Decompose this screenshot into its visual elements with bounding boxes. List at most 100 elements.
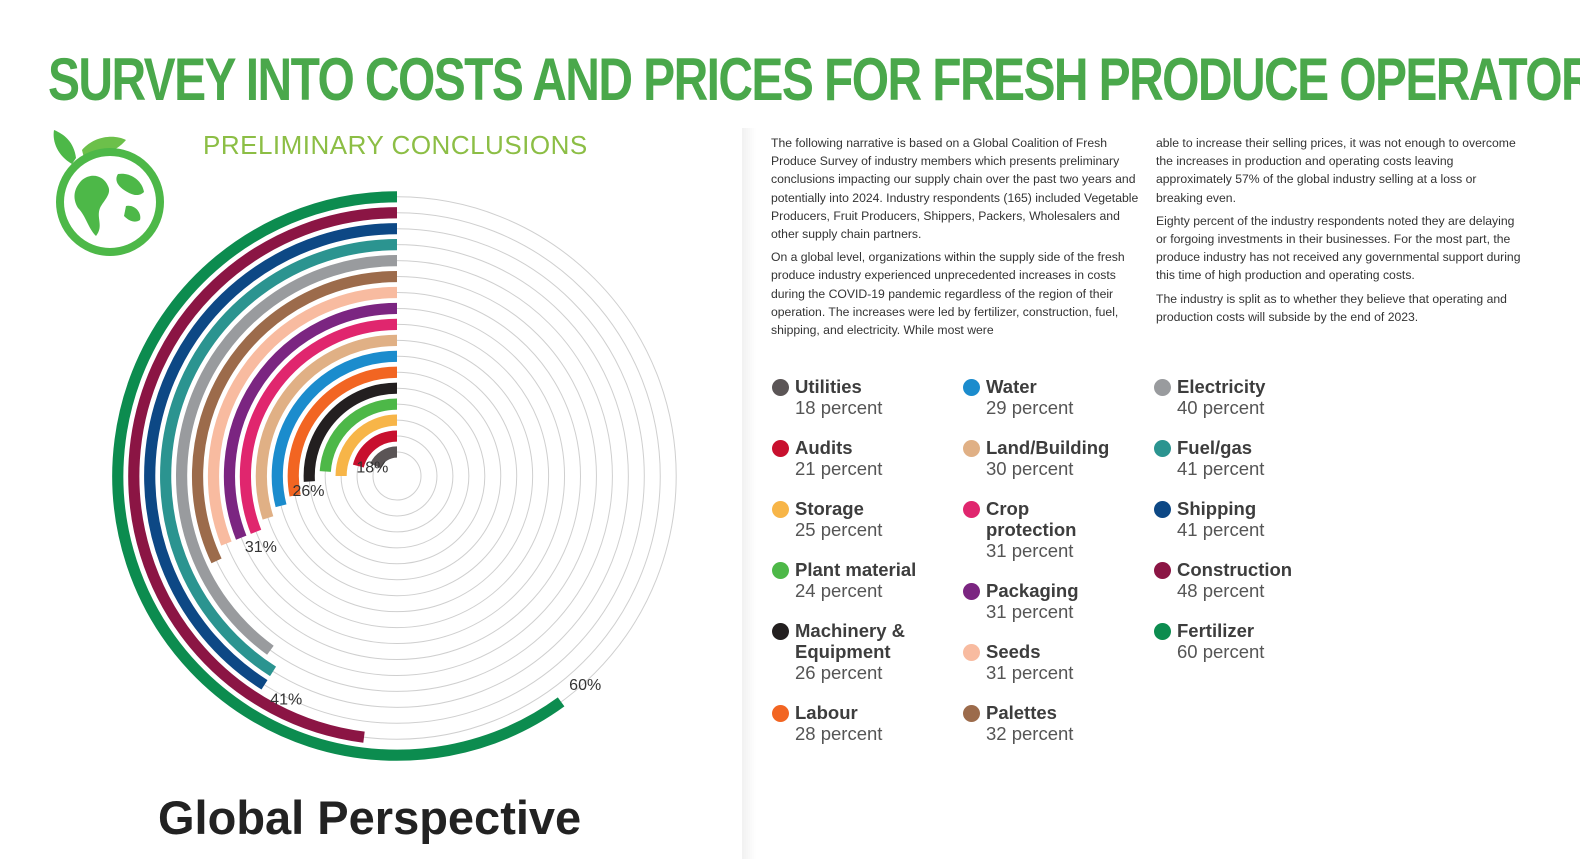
legend-swatch — [963, 644, 980, 661]
radial-bar-chart: 18% 26% 31% 41% 60% — [112, 191, 677, 761]
legend-item: Fertilizer 60 percent — [1154, 620, 1339, 681]
legend-swatch — [1154, 501, 1171, 518]
data-label: 31% — [245, 539, 277, 556]
legend-label: Packaging — [986, 580, 1079, 601]
legend-swatch — [963, 501, 980, 518]
legend-swatch — [1154, 623, 1171, 640]
legend-value: 31 percent — [986, 662, 1074, 683]
legend-item: Labour 28 percent — [772, 702, 957, 763]
legend-label: Plant material — [795, 559, 917, 580]
legend-swatch — [772, 379, 789, 396]
legend-value: 30 percent — [986, 458, 1074, 479]
legend-label: Fuel/gas — [1177, 437, 1253, 458]
data-label: 41% — [270, 691, 302, 708]
bar-shipping — [144, 223, 398, 690]
legend-value: 40 percent — [1177, 397, 1265, 418]
legend-label: Seeds — [986, 641, 1041, 662]
legend-swatch — [963, 583, 980, 600]
legend-value: 60 percent — [1177, 641, 1265, 662]
legend-value: 18 percent — [795, 397, 883, 418]
legend-label: Audits — [795, 437, 853, 458]
chart-title: Global Perspective — [158, 791, 582, 844]
legend-label: Palettes — [986, 702, 1057, 723]
bar-audits — [352, 430, 398, 468]
legend-value: 24 percent — [795, 580, 883, 601]
legend-swatch — [772, 705, 789, 722]
legend-label: Crop protection — [986, 498, 1077, 540]
page-title: SURVEY INTO COSTS AND PRICES FOR FRESH P… — [48, 46, 1580, 113]
legend-label: Electricity — [1177, 376, 1266, 397]
legend-column-1: Utilities 18 percent Audits 21 percent Stora… — [772, 376, 957, 763]
legend-swatch — [772, 623, 789, 640]
legend-item: Construction 48 percent — [1154, 559, 1339, 620]
legend-value: 41 percent — [1177, 519, 1265, 540]
bar-construction — [128, 207, 398, 743]
legend-item: Audits 21 percent — [772, 437, 957, 498]
data-label: 26% — [292, 483, 324, 500]
narrative-paragraph: Eighty percent of the industry responden… — [1156, 213, 1521, 283]
narrative-column-1: The following narrative is based on a Gl… — [771, 134, 1141, 344]
legend-value: 48 percent — [1177, 580, 1265, 601]
narrative-column-2: able to increase their selling prices, i… — [1156, 134, 1526, 331]
legend-label: Storage — [795, 498, 864, 519]
legend-value: 32 percent — [986, 723, 1074, 744]
legend-item: Shipping 41 percent — [1154, 498, 1339, 559]
page-subtitle: PRELIMINARY CONCLUSIONS — [203, 130, 588, 160]
bar-water — [271, 350, 398, 508]
legend-value: 31 percent — [986, 540, 1074, 561]
data-label: 18% — [356, 459, 388, 476]
legend-value: 31 percent — [986, 601, 1074, 622]
legend-swatch — [963, 440, 980, 457]
bar-labour — [287, 366, 398, 497]
data-label: 60% — [569, 677, 601, 694]
legend-value: 41 percent — [1177, 458, 1265, 479]
legend-label: Construction — [1177, 559, 1293, 580]
legend-item: Packaging 31 percent — [963, 580, 1148, 641]
bar-utilities — [370, 446, 398, 469]
bar-plant-material — [319, 398, 398, 473]
bar-electricity — [176, 255, 398, 655]
legend-item: Utilities 18 percent — [772, 376, 957, 437]
legend-label: Fertilizer — [1177, 620, 1255, 641]
chart-bars — [112, 191, 565, 761]
globe-leaf-icon — [53, 130, 164, 256]
legend-swatch — [1154, 440, 1171, 457]
narrative-paragraph: The industry is split as to whether they… — [1156, 291, 1507, 324]
narrative-paragraph: able to increase their selling prices, i… — [1156, 136, 1516, 205]
legend-swatch — [772, 562, 789, 579]
bar-fertilizer — [112, 191, 565, 761]
legend-value: 25 percent — [795, 519, 883, 540]
legend-label: Water — [986, 376, 1037, 397]
legend-swatch — [963, 379, 980, 396]
narrative-paragraph: The following narrative is based on a Gl… — [771, 136, 1139, 242]
legend-label: Labour — [795, 702, 858, 723]
legend-item: Machinery & Equipment 26 percent — [772, 620, 957, 702]
legend-item: Water 29 percent — [963, 376, 1148, 437]
legend-label: Utilities — [795, 376, 862, 397]
legend-label: Land/Building — [986, 437, 1110, 458]
legend-label: Machinery & Equipment — [795, 620, 906, 662]
legend-item: Seeds 31 percent — [963, 641, 1148, 702]
bar-fuel-gas — [160, 239, 398, 677]
bar-land-building — [255, 334, 398, 520]
legend-value: 21 percent — [795, 458, 883, 479]
legend-item: Fuel/gas 41 percent — [1154, 437, 1339, 498]
legend-label: Shipping — [1177, 498, 1257, 519]
bar-crop-protection — [239, 318, 398, 534]
legend-item: Plant material 24 percent — [772, 559, 957, 620]
legend-column-2: Water 29 percent Land/Building 30 percent Cr… — [963, 376, 1148, 763]
legend-value: 29 percent — [986, 397, 1074, 418]
legend-item: Land/Building 30 percent — [963, 437, 1148, 498]
legend-value: 26 percent — [795, 662, 883, 683]
legend-item: Palettes 32 percent — [963, 702, 1148, 763]
legend-swatch — [1154, 379, 1171, 396]
legend-swatch — [1154, 562, 1171, 579]
chart-labels: 18% 26% 31% 41% 60% — [245, 459, 601, 708]
legend-item: Crop protection 31 percent — [963, 498, 1148, 580]
bar-seeds — [207, 286, 398, 546]
bar-storage — [335, 414, 398, 477]
bar-packaging — [223, 302, 398, 540]
legend-swatch — [963, 705, 980, 722]
legend-item: Storage 25 percent — [772, 498, 957, 559]
legend-column-3: Electricity 40 percent Fuel/gas 41 percent S… — [1154, 376, 1339, 681]
